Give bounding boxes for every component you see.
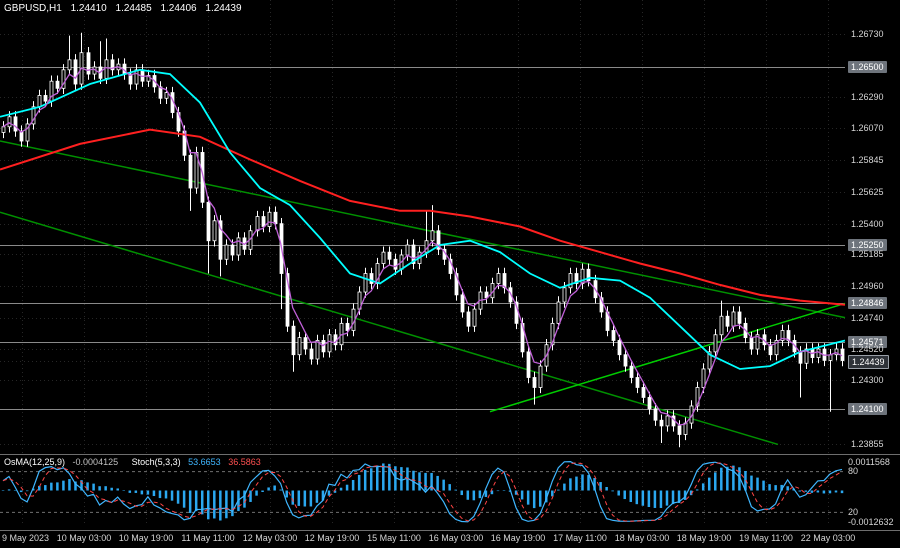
price-label: 1.25845 [851, 155, 884, 165]
low-value: 1.24406 [160, 3, 197, 14]
time-label: 22 May 03:00 [800, 533, 856, 543]
time-label: 18 May 03:00 [614, 533, 670, 543]
time-label: 10 May 03:00 [56, 533, 112, 543]
time-label: 16 May 03:00 [428, 533, 484, 543]
price-level-badge: 1.25250 [848, 239, 887, 251]
stoch-d-line [2, 462, 843, 522]
open-value: 1.24410 [70, 3, 107, 14]
stoch-k-value: 53.6653 [188, 457, 221, 467]
price-label: 1.26070 [851, 123, 884, 133]
price-label: 1.24520 [851, 344, 884, 354]
time-label: 19 May 11:00 [739, 533, 793, 543]
stoch-d-value: 36.5863 [228, 457, 261, 467]
price-level-badge: 1.26500 [848, 61, 887, 73]
indicator-readout: OsMA(12,25,9) -0.0004125 Stoch(5,3,3) 53… [4, 457, 266, 467]
high-value: 1.24485 [115, 3, 152, 14]
time-label: 18 May 19:00 [676, 533, 732, 543]
panel-divider[interactable] [0, 454, 900, 455]
time-label: 17 May 11:00 [553, 533, 607, 543]
price-axis[interactable]: 1.26730 1.26500 1.26290 1.26070 1.25845 1.256… [846, 0, 900, 530]
time-axis[interactable]: 9 May 2023 10 May 03:00 10 May 19:00 11 May… [0, 533, 855, 548]
osma-label: OsMA(12,25,9) [4, 457, 66, 467]
time-label: 10 May 19:00 [118, 533, 174, 543]
osma-value: -0.0004125 [72, 457, 119, 467]
grid-lines [0, 0, 845, 526]
fast-ma-line [2, 66, 843, 426]
time-label: 9 May 2023 [2, 533, 50, 543]
time-label: 12 May 19:00 [304, 533, 360, 543]
time-label: 16 May 19:00 [490, 533, 546, 543]
price-label: 1.26730 [851, 29, 884, 39]
price-label: 1.24740 [851, 313, 884, 323]
price-label: 1.23855 [851, 439, 884, 449]
price-level-badge: 1.24846 [848, 297, 887, 309]
stoch-level-80: 80 [848, 466, 859, 476]
close-value: 1.24439 [205, 3, 242, 14]
mid-ma-line [0, 68, 846, 370]
time-label: 11 May 11:00 [181, 533, 235, 543]
price-label: 1.24960 [851, 281, 884, 291]
price-label: 1.25625 [851, 187, 884, 197]
price-level-badge: 1.24100 [848, 403, 887, 415]
price-label: 1.24300 [851, 375, 884, 385]
time-label: 12 May 03:00 [242, 533, 298, 543]
horizontal-levels[interactable] [0, 67, 845, 410]
price-label: 1.25185 [851, 249, 884, 259]
moving-averages [0, 66, 846, 426]
price-level-badge: 1.24439 [848, 355, 889, 369]
stoch-k-line [2, 460, 843, 523]
price-level-badge: 1.24571 [848, 336, 887, 348]
stoch-label: Stoch(5,3,3) [131, 457, 181, 467]
indicator-subwindow[interactable] [0, 460, 845, 523]
slow-ma-line [0, 128, 846, 306]
symbol-ohlc-readout: GBPUSD,H1 1.24410 1.24485 1.24406 1.2443… [4, 3, 248, 14]
osma-axis-min: -0.0012632 [848, 517, 894, 527]
trendlines[interactable] [0, 140, 846, 446]
osma-axis-max: 0.0011568 [848, 457, 890, 467]
candlesticks [1, 32, 845, 448]
stoch-level-20: 20 [848, 507, 859, 517]
panel-divider[interactable] [0, 530, 900, 531]
price-label: 1.26290 [851, 92, 884, 102]
symbol-timeframe: GBPUSD,H1 [4, 3, 62, 14]
price-label: 1.25400 [851, 219, 884, 229]
time-label: 15 May 11:00 [367, 533, 421, 543]
